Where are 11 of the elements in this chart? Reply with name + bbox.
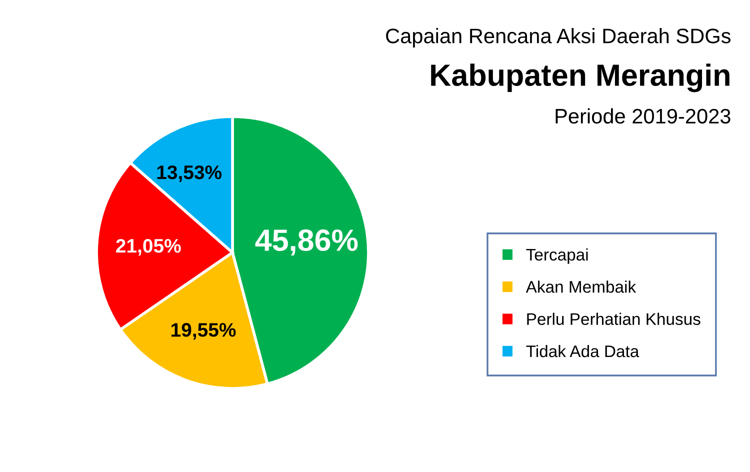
data-label: 45,86%: [255, 229, 358, 256]
chart-title: Kabupaten Merangin: [431, 64, 730, 92]
data-label: 21,05%: [116, 238, 181, 256]
data-label: 19,55%: [172, 323, 236, 340]
chart-subtitle: Capaian Rencana Aksi Daerah SDGs: [386, 28, 731, 48]
legend-label: Tercapai: [526, 248, 588, 264]
data-label: 13,53%: [157, 165, 222, 182]
text: Periode 2019-2023: [556, 108, 730, 124]
legend-label: Akan Membaik: [526, 280, 636, 293]
legend-label: Tidak Ada Data: [526, 344, 640, 358]
legend-label: Perlu Perhatian Khusus: [527, 312, 700, 326]
